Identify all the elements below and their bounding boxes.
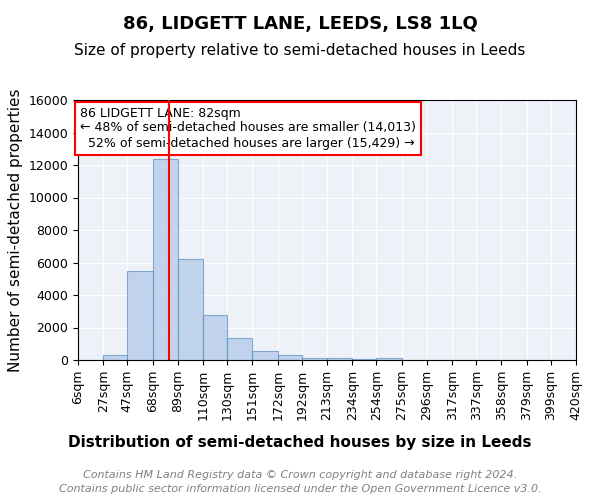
Bar	[376, 358, 401, 360]
Bar	[253, 351, 278, 360]
Bar	[203, 314, 227, 360]
Text: Contains HM Land Registry data © Crown copyright and database right 2024.: Contains HM Land Registry data © Crown c…	[83, 470, 517, 480]
Bar	[103, 355, 127, 360]
Bar	[227, 338, 253, 360]
Bar	[178, 259, 203, 360]
Bar	[278, 355, 302, 360]
Bar	[152, 158, 178, 360]
Text: Size of property relative to semi-detached houses in Leeds: Size of property relative to semi-detach…	[74, 42, 526, 58]
Text: Distribution of semi-detached houses by size in Leeds: Distribution of semi-detached houses by …	[68, 435, 532, 450]
Text: 86, LIDGETT LANE, LEEDS, LS8 1LQ: 86, LIDGETT LANE, LEEDS, LS8 1LQ	[122, 15, 478, 33]
Bar	[127, 270, 152, 360]
Bar	[302, 358, 327, 360]
Bar	[327, 358, 352, 360]
Text: Contains public sector information licensed under the Open Government Licence v3: Contains public sector information licen…	[59, 484, 541, 494]
Y-axis label: Number of semi-detached properties: Number of semi-detached properties	[8, 88, 23, 372]
Bar	[352, 358, 376, 360]
Text: 86 LIDGETT LANE: 82sqm
← 48% of semi-detached houses are smaller (14,013)
  52% : 86 LIDGETT LANE: 82sqm ← 48% of semi-det…	[80, 106, 416, 150]
